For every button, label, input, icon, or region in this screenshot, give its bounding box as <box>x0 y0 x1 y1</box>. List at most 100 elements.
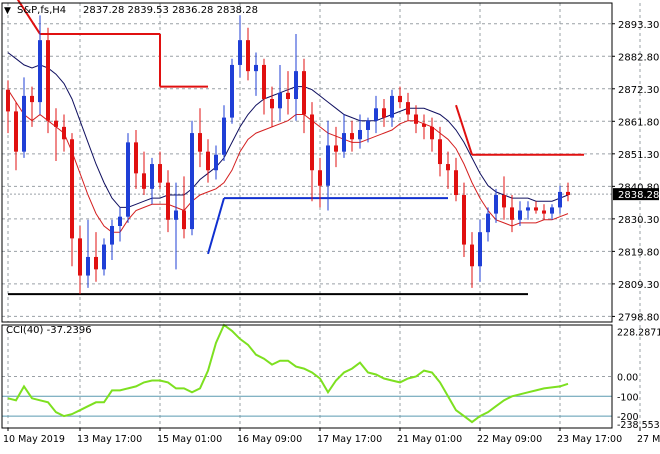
candle-body <box>238 40 242 65</box>
candle-body <box>470 244 474 267</box>
candle-body <box>94 256 98 270</box>
current-price-label: 2838.28 <box>618 190 659 201</box>
candle-body <box>70 139 74 239</box>
cci-line <box>7 323 569 424</box>
candle-body <box>110 225 114 245</box>
candle-body <box>342 133 346 152</box>
cci-tick-label: -200 <box>617 412 639 423</box>
candle-body <box>126 142 130 217</box>
candle-body <box>398 95 402 103</box>
candle-body <box>326 145 330 186</box>
candle-body <box>542 210 546 214</box>
candle-body <box>246 40 250 72</box>
candle-body <box>190 133 194 230</box>
cci-tick-label: 0.00 <box>617 373 638 384</box>
y-tick-label: 2840.80 <box>618 182 659 193</box>
candle-body <box>182 210 186 230</box>
candle-body <box>526 207 530 211</box>
candle-body <box>38 40 42 103</box>
x-tick-label: 15 May 01:00 <box>157 434 222 445</box>
candle-body <box>302 71 306 115</box>
candle-body <box>206 151 210 171</box>
cci-tick-label: -238.5534 <box>617 420 660 431</box>
candle-body <box>446 164 450 171</box>
candle-body <box>142 173 146 189</box>
candle-body <box>62 126 66 140</box>
candle-body <box>174 210 178 220</box>
candle-body <box>438 139 442 165</box>
ma-fast-line <box>7 89 569 233</box>
candle-body <box>286 92 290 100</box>
candle-body <box>230 64 234 118</box>
support_mid-line <box>207 197 225 255</box>
cci-tick-label: 228.2871 <box>617 327 660 338</box>
resistance-line <box>455 104 473 156</box>
x-tick-label: 23 May 17:00 <box>557 434 622 445</box>
candle-body <box>406 102 410 115</box>
candle-body <box>214 154 218 171</box>
candle-body <box>158 164 162 183</box>
candle-body <box>318 170 322 186</box>
y-tick-label: 2893.30 <box>618 20 659 31</box>
candle-body <box>166 182 170 220</box>
candle-body <box>454 170 458 196</box>
candle-body <box>510 207 514 220</box>
candle-body <box>30 95 34 103</box>
x-tick-label: 10 May 2019 <box>3 434 65 445</box>
y-tick-label: 2798.80 <box>618 312 659 323</box>
ohlc-values: 2837.28 2839.53 2836.28 2838.28 <box>83 5 258 16</box>
y-tick-label: 2819.80 <box>618 247 659 258</box>
candle-body <box>558 191 562 208</box>
candle-body <box>422 123 426 127</box>
candle-body <box>198 133 202 152</box>
candle-body <box>334 145 338 152</box>
candle-body <box>310 114 314 171</box>
symbol-label: S&P,fs,H4 <box>17 5 66 16</box>
candle-body <box>262 64 266 100</box>
collapse-arrow-icon[interactable]: ▼ <box>4 6 11 16</box>
candle-body <box>294 71 298 100</box>
candle-body <box>494 195 498 214</box>
x-tick-label: 16 May 09:00 <box>237 434 302 445</box>
y-tick-label: 2809.30 <box>618 280 659 291</box>
candle-body <box>414 114 418 124</box>
candle-body <box>150 164 154 189</box>
x-tick-label: 27 May 01:00 <box>637 434 660 445</box>
candle-body <box>78 238 82 276</box>
candle-body <box>270 99 274 109</box>
candle-body <box>54 120 58 127</box>
current-price-badge <box>613 188 659 201</box>
candle-body <box>486 213 490 233</box>
cci-label: CCI(40) -37.2396 <box>6 325 92 336</box>
candle-body <box>358 129 362 140</box>
candle-body <box>350 133 354 140</box>
candle-body <box>462 195 466 245</box>
candle-body <box>478 232 482 267</box>
candle-body <box>222 117 226 155</box>
candle-body <box>374 108 378 121</box>
resistance-line <box>16 0 41 35</box>
x-tick-label: 13 May 17:00 <box>77 434 142 445</box>
candle-body <box>534 207 538 211</box>
candle-body <box>366 120 370 130</box>
candle-body <box>278 92 282 109</box>
candle-body <box>86 256 90 276</box>
x-tick-label: 21 May 01:00 <box>397 434 462 445</box>
x-tick-label: 17 May 17:00 <box>317 434 382 445</box>
candle-body <box>502 195 506 208</box>
y-tick-label: 2830.30 <box>618 215 659 226</box>
cci-panel-frame <box>1 324 613 429</box>
candle-body <box>550 207 554 214</box>
candle-body <box>390 95 394 118</box>
candle-body <box>22 95 26 152</box>
main-panel-frame <box>1 2 613 323</box>
candle-body <box>6 89 10 112</box>
candle-body <box>134 142 138 174</box>
cci-tick-label: -100 <box>617 392 639 403</box>
candle-body <box>14 111 18 152</box>
y-tick-label: 2861.80 <box>618 117 659 128</box>
y-tick-label: 2882.80 <box>618 52 659 63</box>
candle-body <box>382 108 386 118</box>
candle-body <box>118 216 122 226</box>
